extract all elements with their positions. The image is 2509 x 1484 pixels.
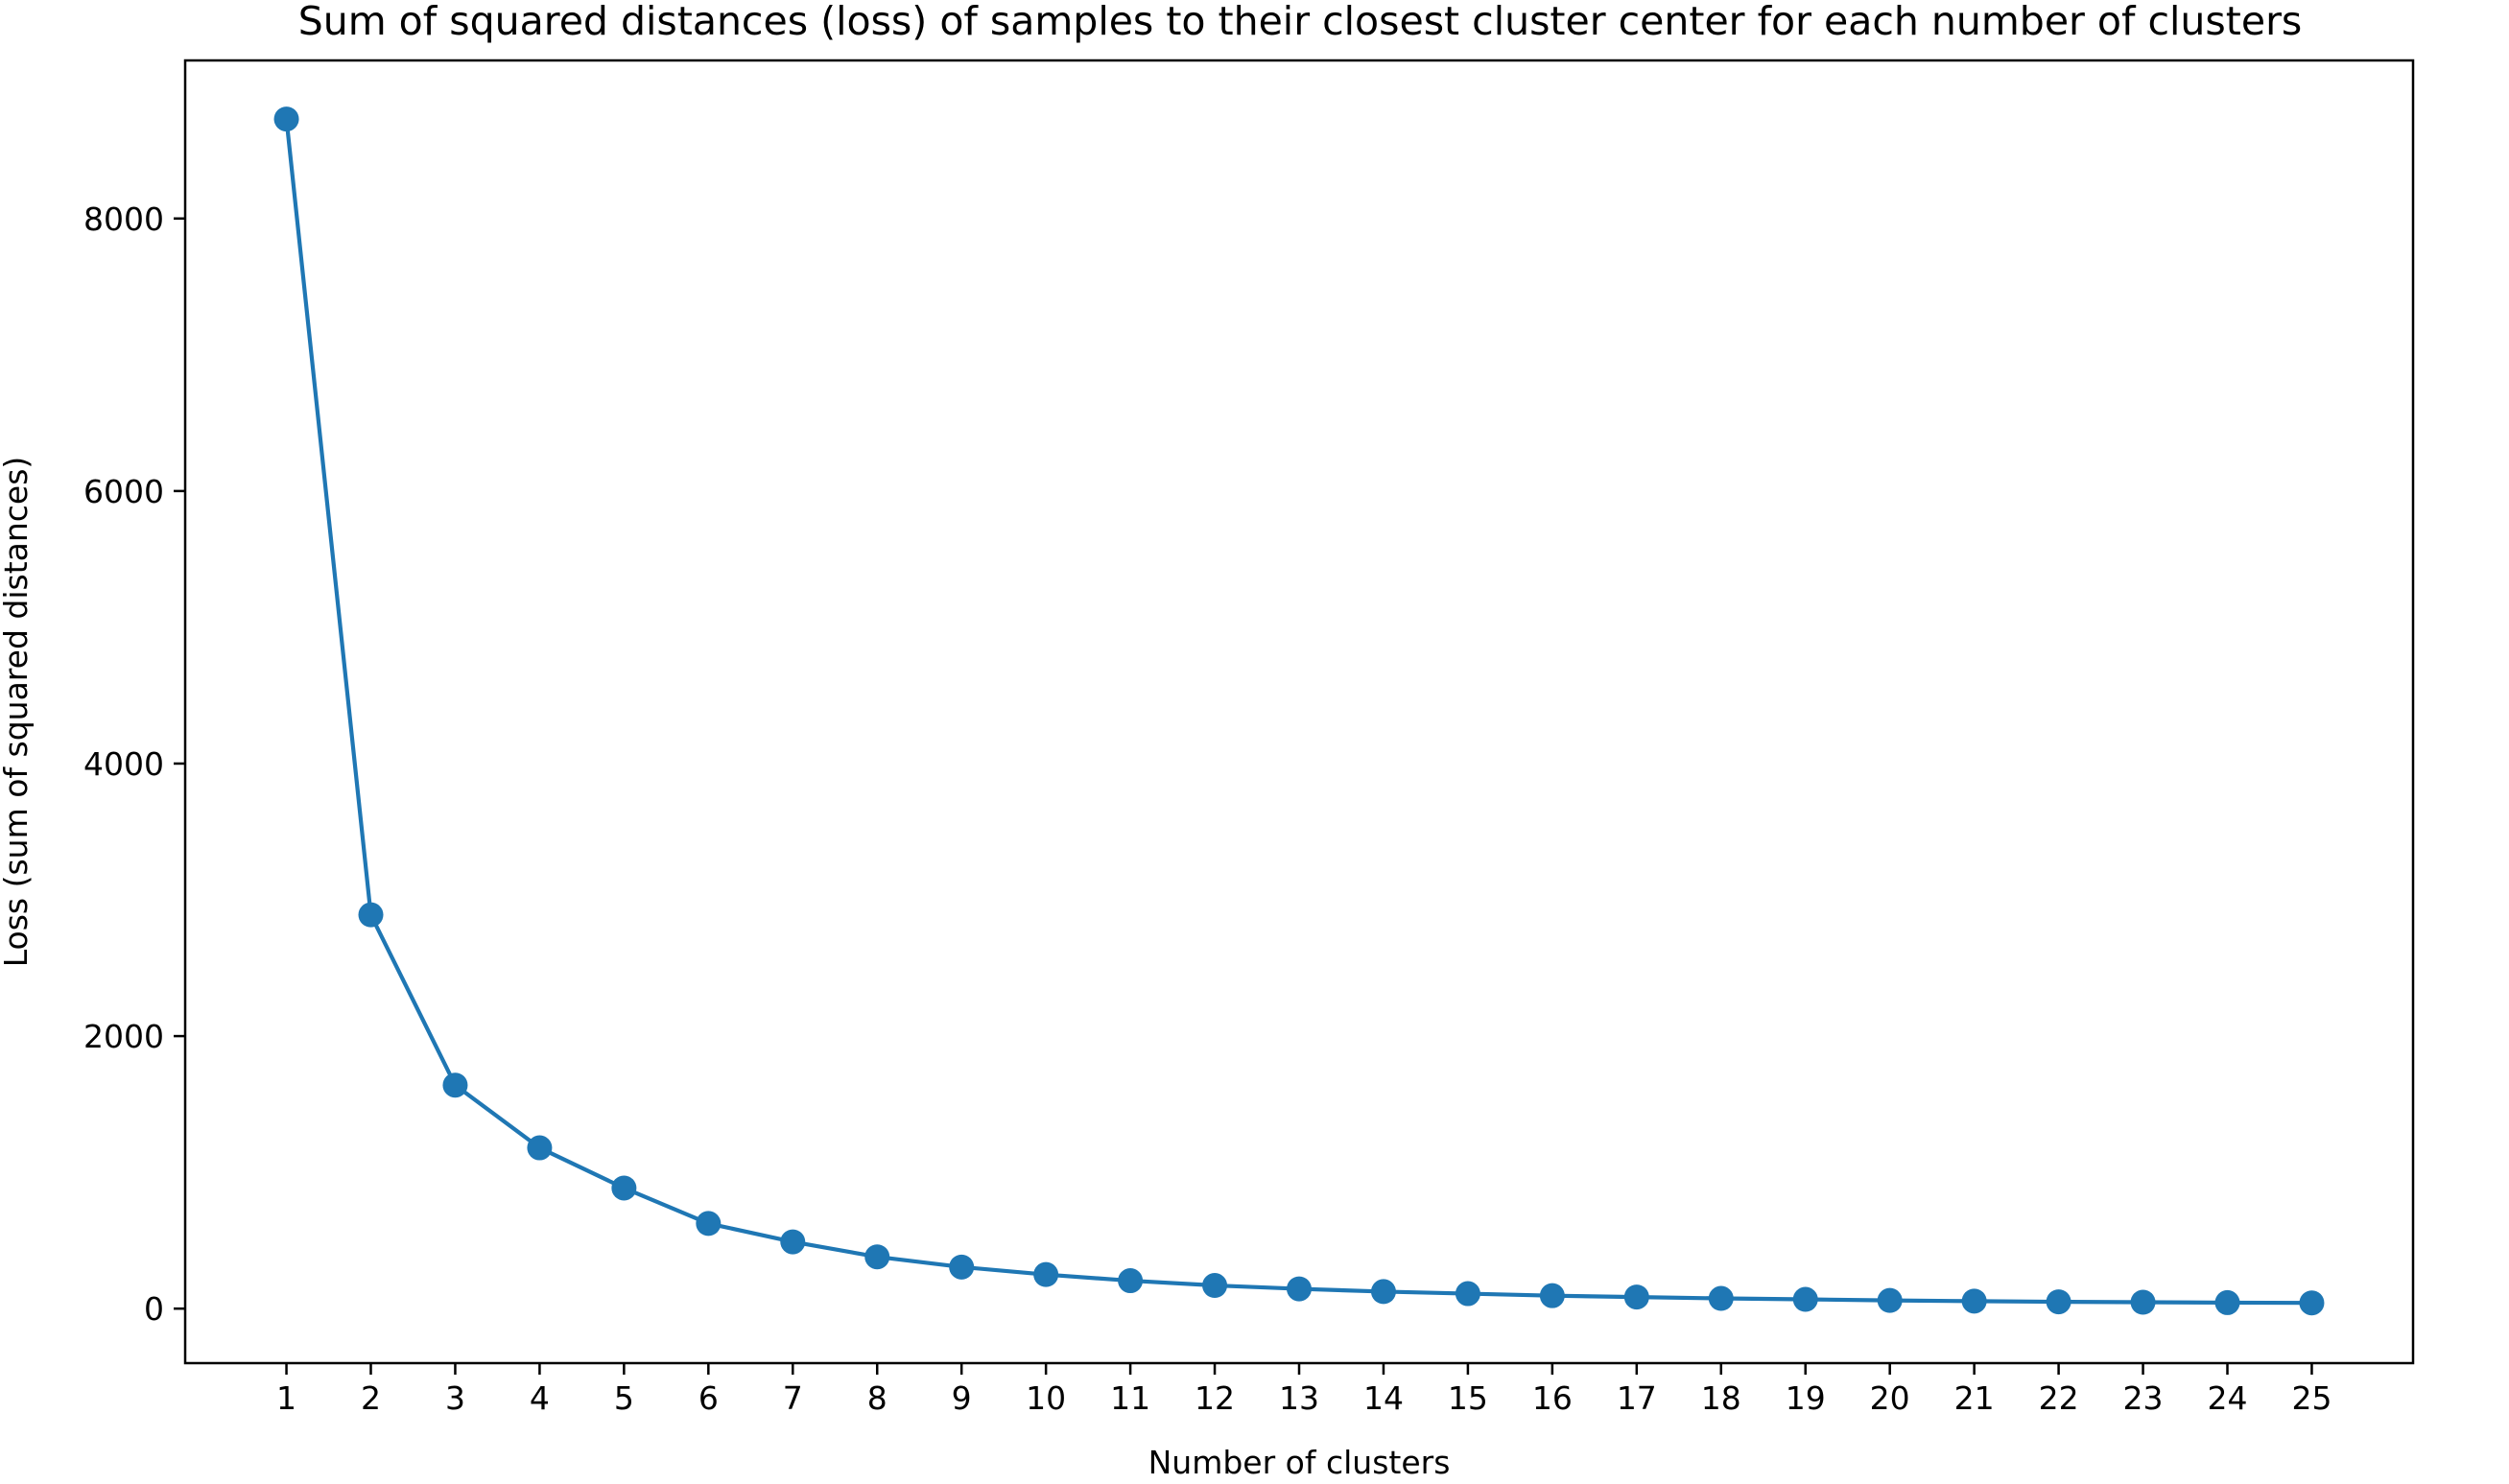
- data-point: [1370, 1279, 1396, 1305]
- data-point: [2299, 1290, 2325, 1316]
- y-tick-label: 8000: [83, 200, 164, 238]
- x-tick-label: 14: [1363, 1379, 1404, 1417]
- data-point: [696, 1211, 722, 1237]
- x-tick-label: 18: [1701, 1379, 1741, 1417]
- x-tick-label: 2: [361, 1379, 381, 1417]
- x-tick-label: 17: [1617, 1379, 1657, 1417]
- data-point: [1455, 1281, 1480, 1307]
- x-tick-label: 10: [1026, 1379, 1066, 1417]
- x-tick-label: 5: [614, 1379, 634, 1417]
- x-tick-label: 6: [698, 1379, 719, 1417]
- data-point: [1708, 1285, 1734, 1311]
- plot-area: [273, 106, 2325, 1316]
- y-tick-label: 2000: [83, 1018, 164, 1055]
- x-tick-label: 4: [530, 1379, 550, 1417]
- x-tick-label: 19: [1786, 1379, 1826, 1417]
- data-point: [1033, 1261, 1059, 1287]
- data-point: [2130, 1289, 2156, 1315]
- data-point: [1623, 1284, 1649, 1310]
- x-tick-label: 23: [2123, 1379, 2164, 1417]
- x-tick-label: 13: [1279, 1379, 1319, 1417]
- x-tick-label: 11: [1110, 1379, 1150, 1417]
- x-tick-label: 1: [276, 1379, 296, 1417]
- x-axis: 1 2 3 4 5 6 7 8 9 10 11 12 13 14 15 16 17 18 19 20 21 22 23 24 2…: [276, 1363, 2331, 1417]
- x-tick-label: 16: [1532, 1379, 1573, 1417]
- data-point: [1877, 1287, 1903, 1313]
- y-tick-label: 4000: [83, 745, 164, 783]
- x-tick-label: 7: [783, 1379, 803, 1417]
- y-tick-label: 6000: [83, 473, 164, 510]
- x-tick-label: 12: [1195, 1379, 1235, 1417]
- data-point: [442, 1072, 468, 1098]
- x-axis-label: Number of clusters: [1148, 1444, 1451, 1481]
- data-point: [864, 1244, 890, 1270]
- data-point: [780, 1229, 806, 1255]
- y-axis: 0 2000 4000 6000 8000: [83, 200, 185, 1328]
- x-tick-label: 22: [2039, 1379, 2079, 1417]
- data-point: [1202, 1273, 1228, 1299]
- data-point: [527, 1135, 553, 1161]
- data-point: [2046, 1289, 2071, 1315]
- y-tick-label: 0: [144, 1290, 164, 1328]
- x-tick-label: 15: [1448, 1379, 1488, 1417]
- x-tick-label: 24: [2208, 1379, 2248, 1417]
- x-tick-label: 3: [445, 1379, 465, 1417]
- data-point: [1792, 1286, 1818, 1312]
- data-point: [273, 106, 299, 132]
- data-point: [1961, 1288, 1987, 1314]
- data-point: [611, 1175, 637, 1201]
- x-tick-label: 9: [952, 1379, 972, 1417]
- x-tick-label: 20: [1870, 1379, 1910, 1417]
- data-point: [1539, 1283, 1565, 1308]
- data-point: [358, 902, 384, 928]
- y-axis-label: Loss (sum of squared distances): [0, 457, 35, 968]
- data-point: [1287, 1276, 1312, 1302]
- x-tick-label: 21: [1954, 1379, 1995, 1417]
- x-tick-label: 25: [2291, 1379, 2331, 1417]
- data-point: [2214, 1289, 2240, 1315]
- chart-title: Sum of squared distances (loss) of sampl…: [298, 0, 2303, 44]
- data-point: [949, 1254, 975, 1280]
- data-point: [1118, 1268, 1144, 1294]
- x-tick-label: 8: [867, 1379, 888, 1417]
